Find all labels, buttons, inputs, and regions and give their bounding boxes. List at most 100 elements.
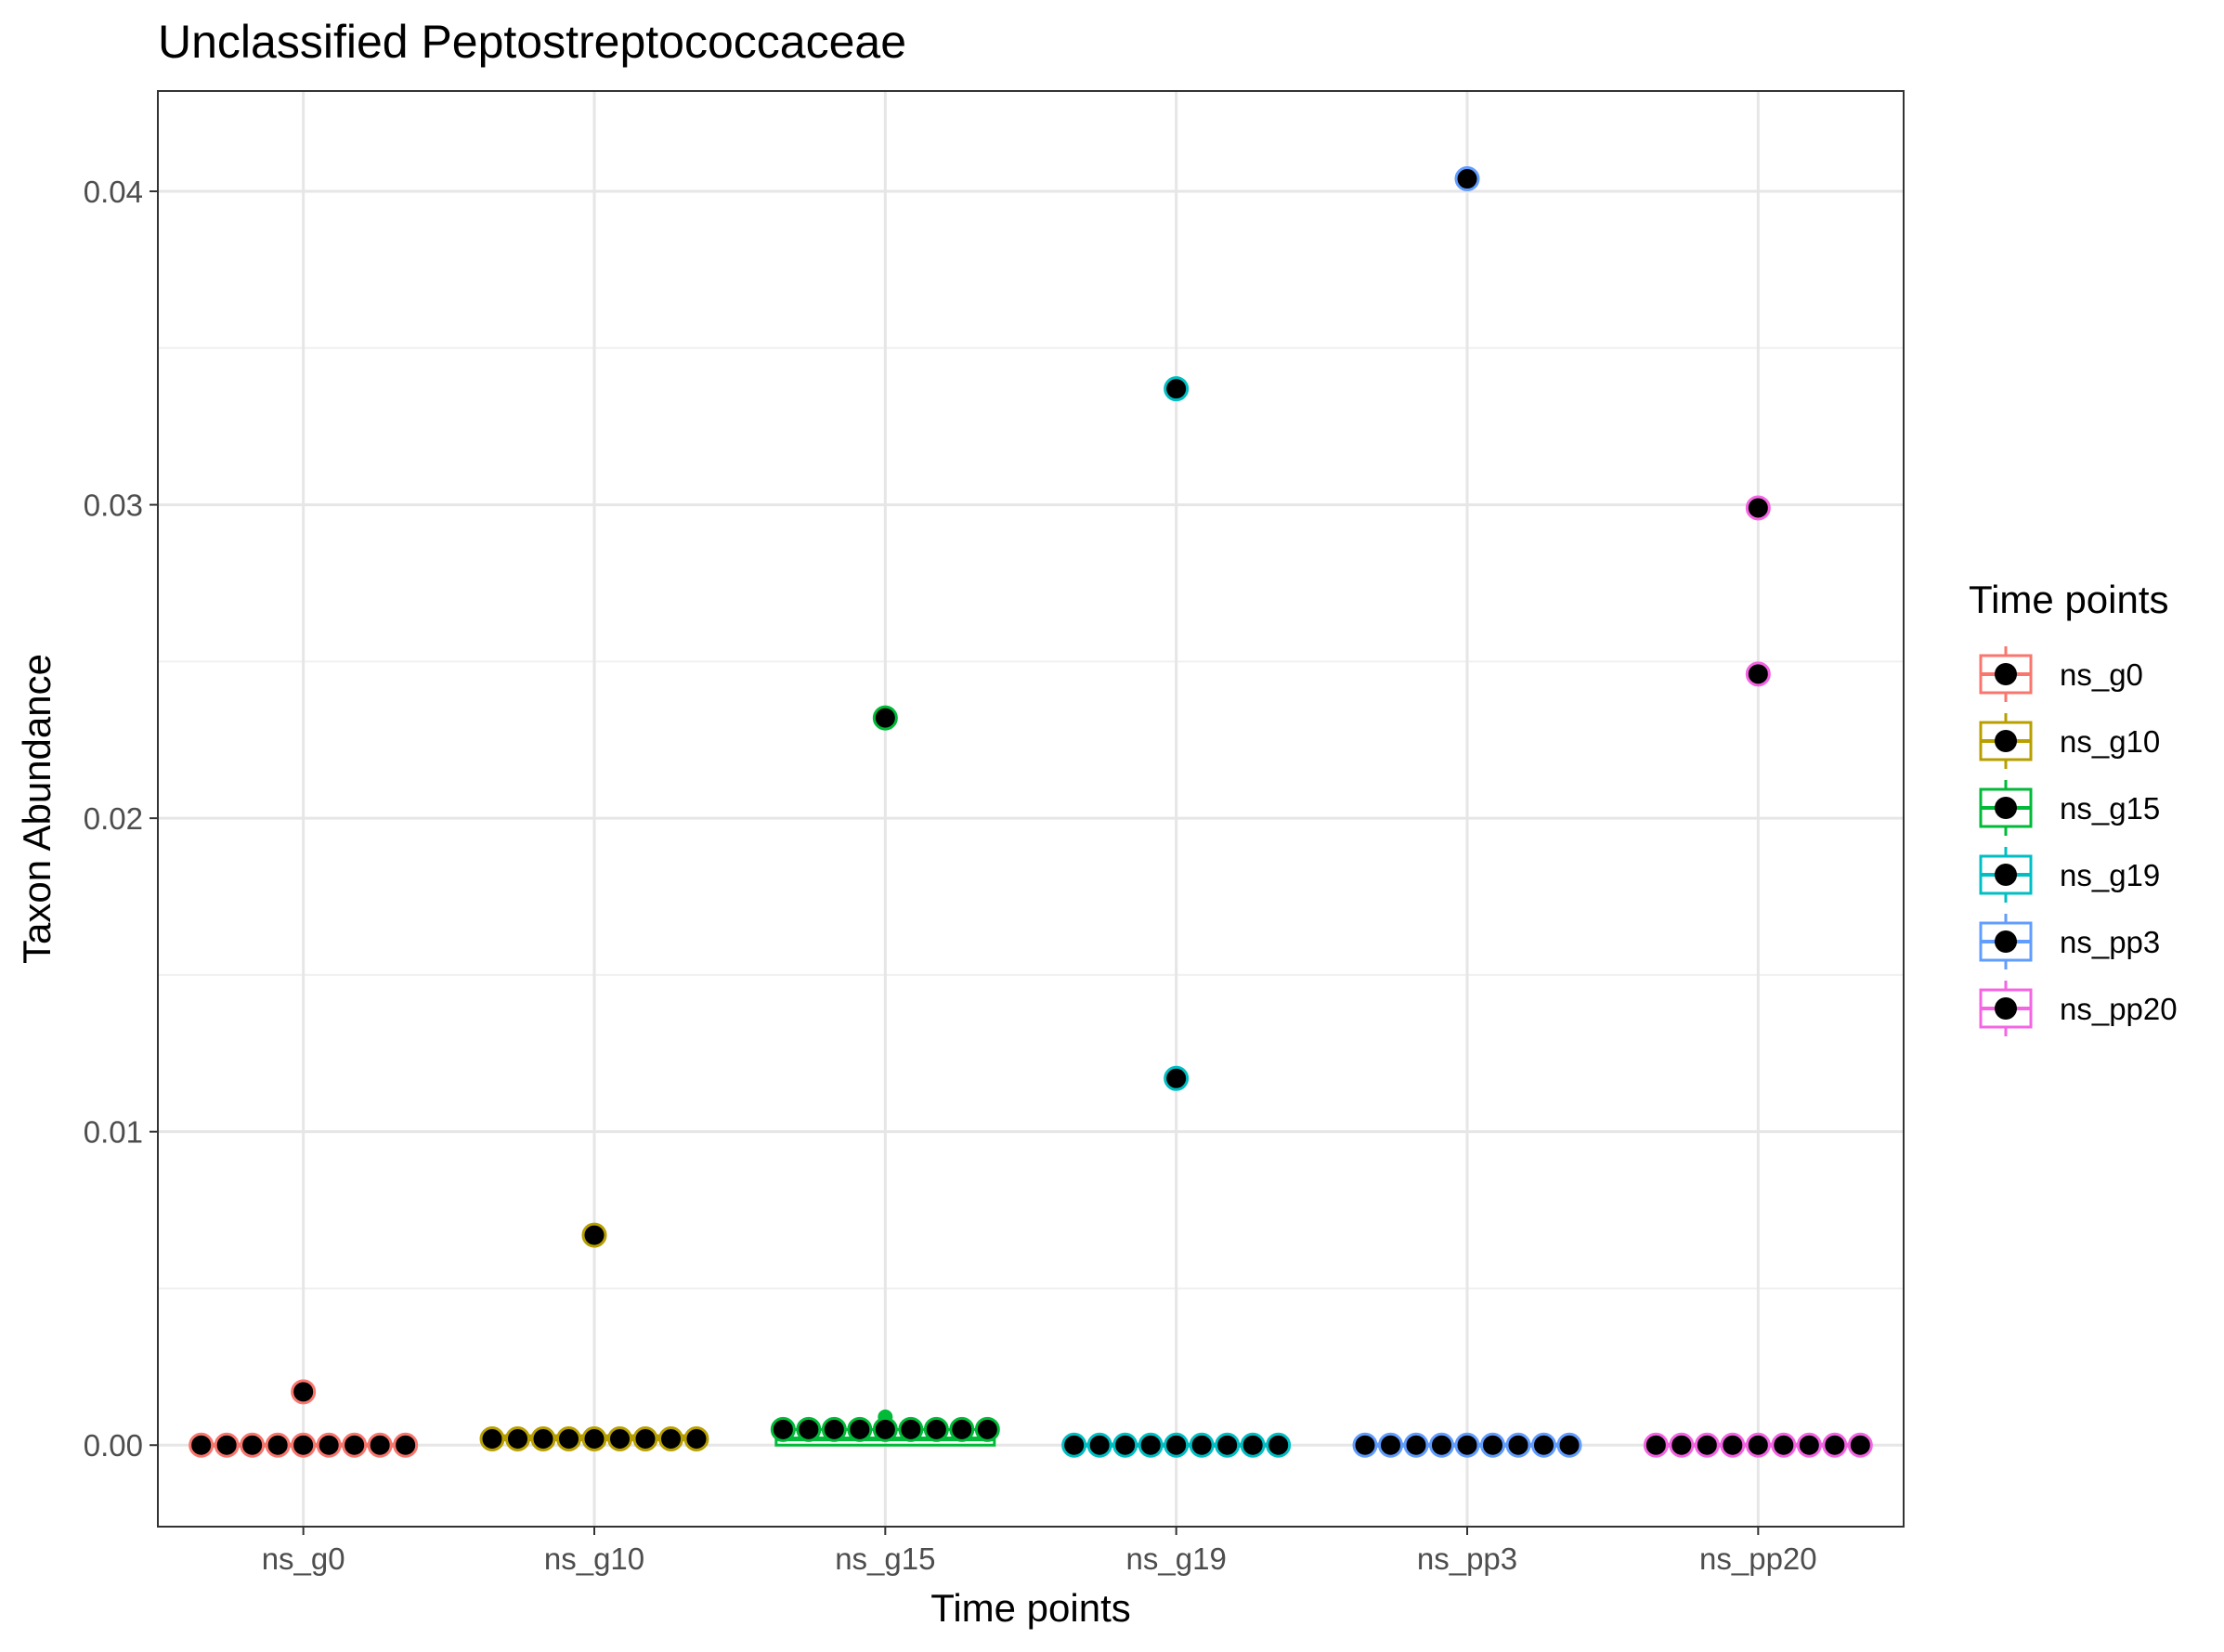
data-point (1403, 1432, 1429, 1458)
y-tick-label: 0.00 (84, 1428, 143, 1463)
data-point (367, 1432, 393, 1458)
x-axis-title: Time points (930, 1586, 1131, 1630)
y-tick-label: 0.02 (84, 801, 143, 836)
data-point (1796, 1432, 1822, 1458)
data-point (479, 1425, 505, 1451)
data-point (1086, 1432, 1112, 1458)
data-point (1745, 1432, 1771, 1458)
data-point (872, 1416, 898, 1442)
data-point (683, 1425, 709, 1451)
data-point (1112, 1432, 1138, 1458)
data-point (1556, 1432, 1582, 1458)
data-point (1847, 1432, 1873, 1458)
data-point (214, 1432, 240, 1458)
data-point (872, 705, 898, 731)
legend-entry-label: ns_g19 (2060, 858, 2160, 892)
data-point (1429, 1432, 1454, 1458)
data-point (1771, 1432, 1797, 1458)
data-point (1454, 166, 1480, 192)
x-tick-label: ns_g15 (835, 1541, 935, 1576)
x-tick-label: ns_pp20 (1699, 1541, 1817, 1576)
data-point (632, 1425, 658, 1451)
y-tick-label: 0.03 (84, 488, 143, 523)
grid-lines (158, 91, 1904, 1527)
legend-entry-label: ns_g0 (2060, 657, 2143, 692)
data-point (1745, 661, 1771, 687)
legend-entry: ns_g19 (1979, 847, 2160, 903)
data-point (505, 1425, 530, 1451)
data-points (189, 166, 1873, 1458)
data-point (1164, 1432, 1190, 1458)
data-point (1454, 1432, 1480, 1458)
data-point (898, 1416, 924, 1442)
legend-entry-label: ns_pp3 (2060, 925, 2160, 959)
data-point (291, 1432, 317, 1458)
data-point (1189, 1432, 1215, 1458)
legend-entry: ns_g10 (1979, 713, 2160, 769)
data-point (1745, 495, 1771, 521)
data-point (770, 1416, 796, 1442)
data-point (1480, 1432, 1505, 1458)
data-point (1352, 1432, 1378, 1458)
data-point (923, 1416, 949, 1442)
data-point (1505, 1432, 1531, 1458)
x-tick-label: ns_pp3 (1417, 1541, 1517, 1576)
data-point (1720, 1432, 1746, 1458)
data-point (1138, 1432, 1164, 1458)
y-axis-title: Taxon Abundance (15, 654, 59, 964)
data-point (1164, 376, 1190, 402)
data-point (821, 1416, 847, 1442)
data-point (974, 1416, 1000, 1442)
legend-entry: ns_g0 (1979, 646, 2143, 702)
legend-entry: ns_pp3 (1979, 914, 2160, 969)
data-point (581, 1425, 607, 1451)
data-point (847, 1416, 873, 1442)
data-point (1240, 1432, 1266, 1458)
y-tick-label: 0.01 (84, 1115, 143, 1150)
data-point (530, 1425, 556, 1451)
legend-key-point (1995, 730, 2017, 752)
data-point (1266, 1432, 1292, 1458)
data-point (189, 1432, 215, 1458)
data-point (1643, 1432, 1669, 1458)
data-point (556, 1425, 581, 1451)
legend-key-point (1995, 797, 2017, 819)
data-point (240, 1432, 266, 1458)
data-point (1822, 1432, 1848, 1458)
legend-entry-label: ns_pp20 (2060, 992, 2178, 1026)
legend-entry: ns_g15 (1979, 780, 2160, 836)
data-point (1061, 1432, 1087, 1458)
legend-entry: ns_pp20 (1979, 981, 2178, 1036)
legend-key-point (1995, 663, 2017, 685)
data-point (1215, 1432, 1241, 1458)
legend-entry-label: ns_g15 (2060, 791, 2160, 826)
legend-key-point (1995, 864, 2017, 886)
x-tick-label: ns_g0 (262, 1541, 345, 1576)
plot-panel-border (157, 90, 1905, 1528)
y-tick-label: 0.04 (84, 175, 143, 209)
data-point (1694, 1432, 1720, 1458)
data-point (1531, 1432, 1556, 1458)
data-point (291, 1379, 317, 1405)
data-point (658, 1425, 683, 1451)
data-point (316, 1432, 342, 1458)
legend-title: Time points (1969, 578, 2169, 621)
legend-key-point (1995, 997, 2017, 1020)
data-point (1378, 1432, 1403, 1458)
data-point (796, 1416, 822, 1442)
data-point (607, 1425, 632, 1451)
chart-title: Unclassified Peptostreptococcaceae (158, 16, 906, 68)
legend: Time points ns_g0 ns_g10 ns_g15 ns_g19 ns_pp… (1969, 578, 2178, 1036)
x-tick-label: ns_g19 (1126, 1541, 1227, 1576)
x-tick-label: ns_g10 (544, 1541, 644, 1576)
legend-entry-label: ns_g10 (2060, 724, 2160, 759)
data-point (393, 1432, 419, 1458)
data-point (949, 1416, 975, 1442)
data-point (342, 1432, 368, 1458)
data-point (581, 1222, 607, 1248)
data-point (1164, 1065, 1190, 1091)
data-point (1669, 1432, 1695, 1458)
